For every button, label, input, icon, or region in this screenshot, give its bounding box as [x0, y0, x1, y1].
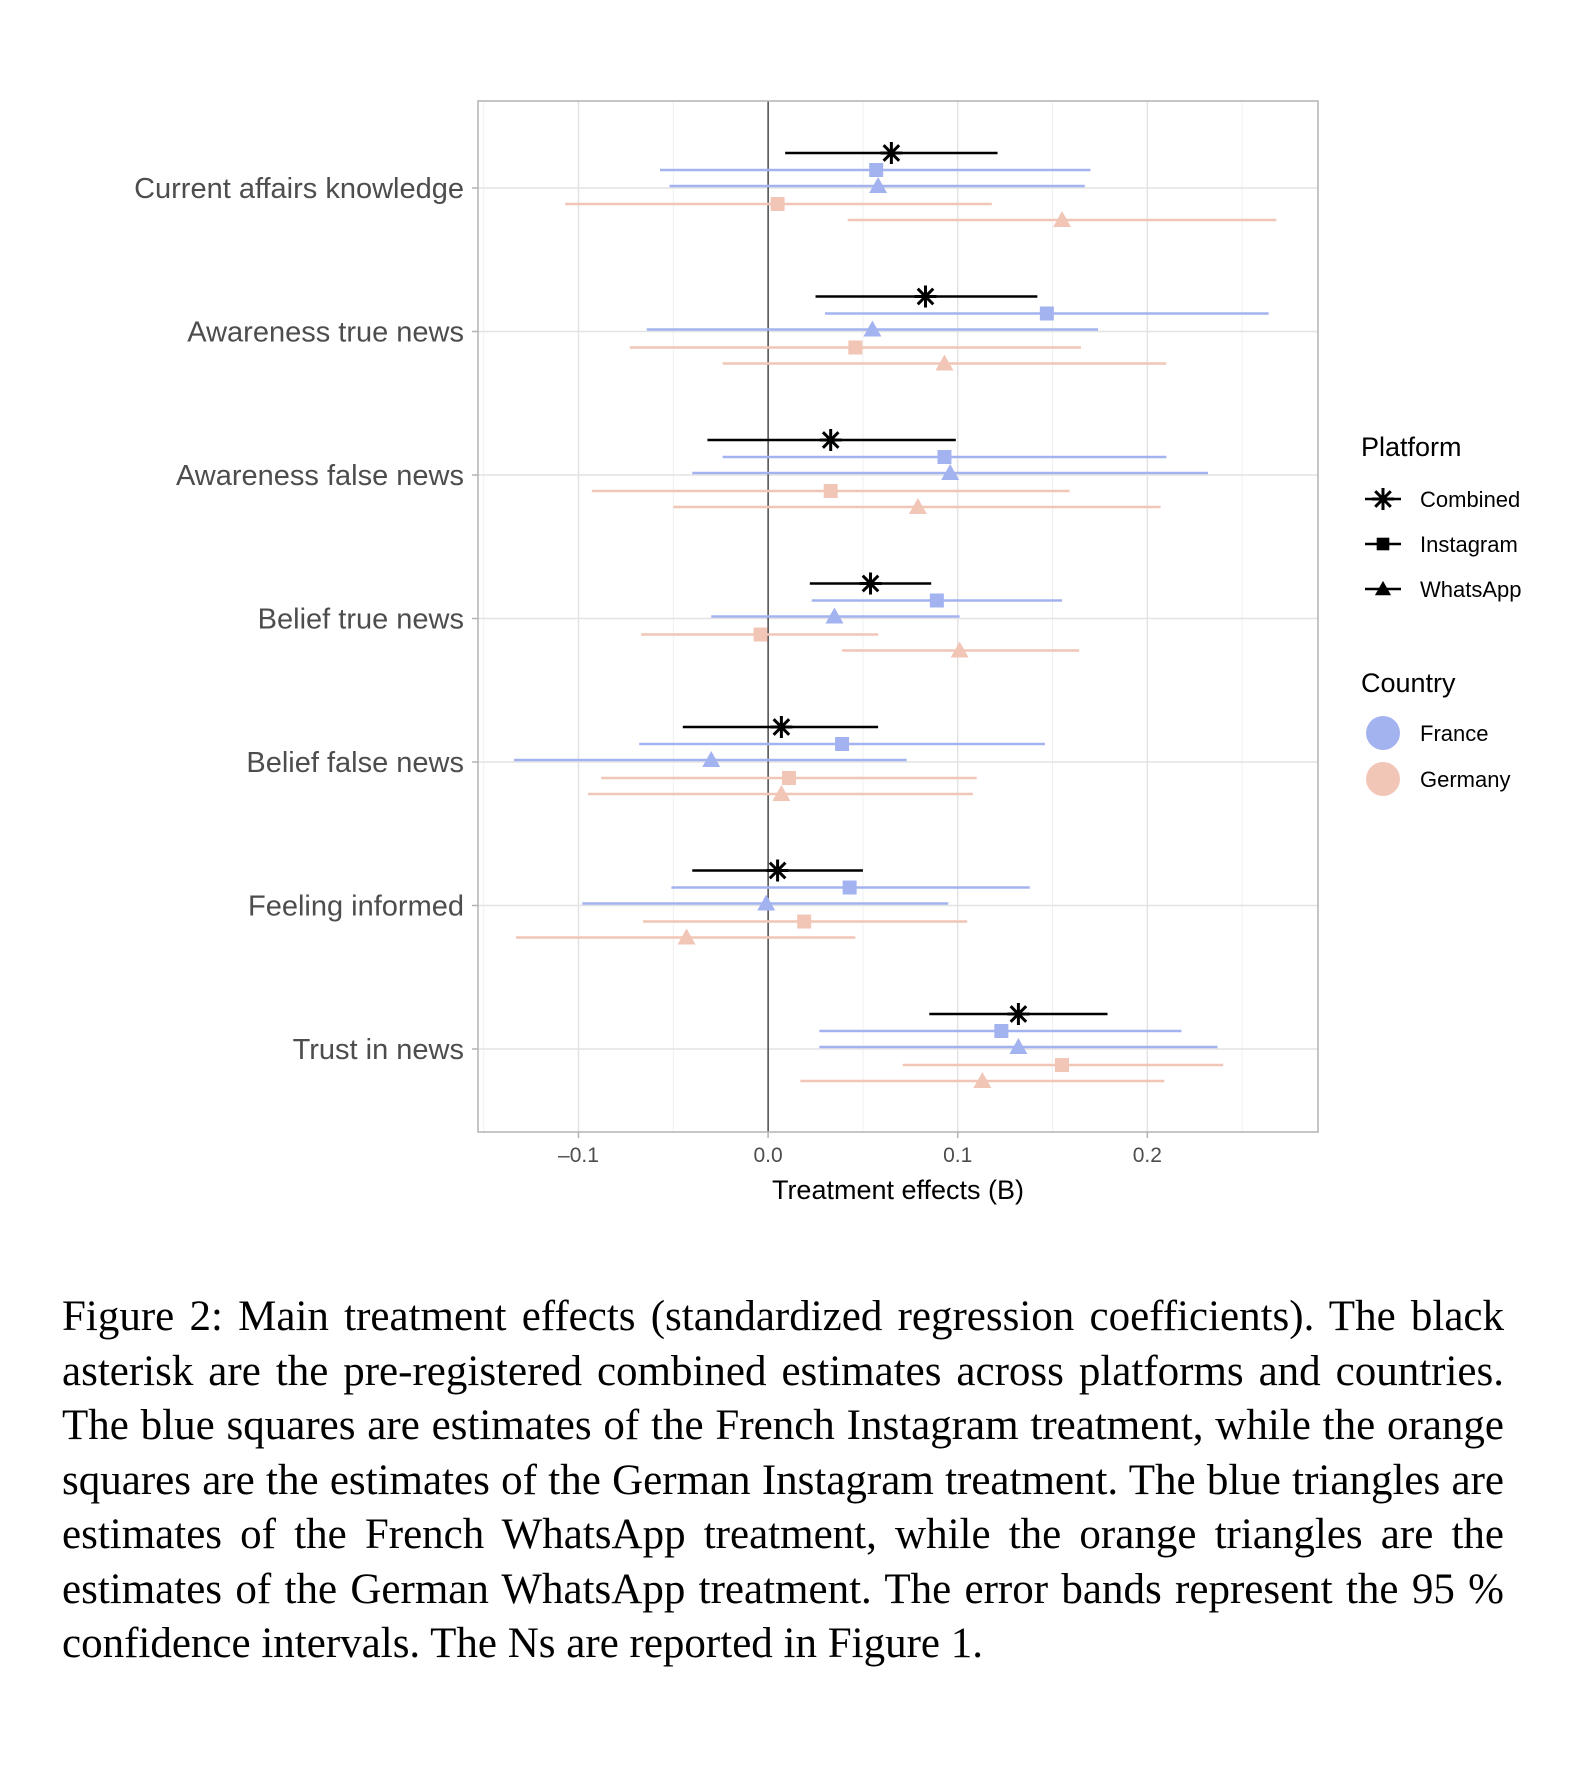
combined-point: [880, 142, 903, 164]
france-instagram-point: [1039, 306, 1054, 321]
x-tick-label: –0.1: [558, 1144, 599, 1167]
combined-point: [859, 572, 882, 595]
combined-point: [819, 429, 842, 451]
germany-whatsapp-point: [950, 641, 969, 658]
combined-point: [914, 285, 937, 308]
france-whatsapp-point: [1009, 1038, 1028, 1054]
germany-whatsapp-point: [935, 354, 954, 371]
germany-whatsapp-point: [677, 928, 696, 945]
france-instagram-point: [835, 737, 850, 751]
germany-instagram-point: [848, 340, 863, 355]
asterisk-stroke: [916, 287, 935, 306]
y-tick-label: Trust in news: [293, 1034, 464, 1066]
germany-instagram-point: [823, 484, 838, 498]
legend-platform-label: WhatsApp: [1420, 577, 1522, 602]
y-tick-label: Awareness false news: [176, 460, 464, 492]
asterisk-stroke: [772, 718, 791, 736]
combined-point: [1007, 1003, 1030, 1025]
france-instagram-point: [869, 163, 884, 177]
legend-country-swatch: [1366, 762, 1400, 796]
y-tick-label: Current affairs knowledge: [134, 173, 464, 205]
figure-caption: Figure 2: Main treatment effects (standa…: [62, 1293, 1504, 1667]
france-whatsapp-point: [941, 464, 960, 480]
germany-whatsapp-point: [772, 785, 791, 801]
legend-square-icon: [1376, 537, 1390, 551]
x-axis-title: Treatment effects (B): [772, 1175, 1024, 1205]
france-whatsapp-point: [825, 607, 844, 624]
x-tick-label: 0.2: [1133, 1144, 1162, 1167]
legend-platform-label: Instagram: [1420, 532, 1518, 557]
legend-platform-title: Platform: [1361, 432, 1462, 462]
legend-asterisk-icon: [1372, 488, 1394, 510]
france-whatsapp-point: [869, 177, 888, 193]
germany-instagram-point: [797, 914, 812, 929]
germany-whatsapp-point: [1053, 211, 1072, 227]
x-tick-label: 0.1: [943, 1144, 972, 1167]
france-whatsapp-point: [757, 894, 776, 911]
legend-triangle-icon: [1374, 580, 1392, 596]
legend-country-title: Country: [1361, 668, 1456, 698]
asterisk-stroke: [1009, 1005, 1028, 1023]
legend-platform-label: Combined: [1420, 487, 1520, 512]
plot-border: [477, 100, 1319, 1133]
x-tick-label: 0.0: [754, 1144, 783, 1167]
legend-country-label: Germany: [1420, 767, 1510, 792]
asterisk-stroke: [861, 574, 880, 593]
germany-whatsapp-point: [908, 498, 927, 514]
germany-whatsapp-point: [973, 1072, 992, 1088]
y-tick-label: Belief false news: [246, 747, 464, 779]
france-instagram-point: [842, 880, 857, 895]
asterisk-stroke: [1374, 490, 1392, 508]
forest-plot: Current affairs knowledge Awareness true …: [134, 100, 1522, 1205]
france-instagram-point: [937, 450, 952, 464]
asterisk-stroke: [768, 861, 787, 880]
combined-point: [766, 859, 789, 882]
france-whatsapp-point: [863, 320, 882, 337]
germany-instagram-point: [1055, 1058, 1070, 1072]
y-tick-label: Belief true news: [258, 604, 464, 636]
y-tick-label: Feeling informed: [248, 891, 464, 923]
france-instagram-point: [929, 593, 944, 608]
germany-instagram-point: [781, 771, 796, 785]
france-instagram-point: [994, 1024, 1009, 1038]
france-whatsapp-point: [702, 751, 721, 767]
legend-country-swatch: [1366, 716, 1400, 750]
y-tick-label: Awareness true news: [187, 317, 464, 349]
germany-instagram-point: [770, 197, 785, 211]
combined-point: [770, 716, 793, 738]
asterisk-stroke: [882, 144, 901, 162]
legend-country-label: France: [1420, 721, 1488, 746]
asterisk-stroke: [821, 431, 840, 449]
germany-instagram-point: [753, 627, 768, 642]
